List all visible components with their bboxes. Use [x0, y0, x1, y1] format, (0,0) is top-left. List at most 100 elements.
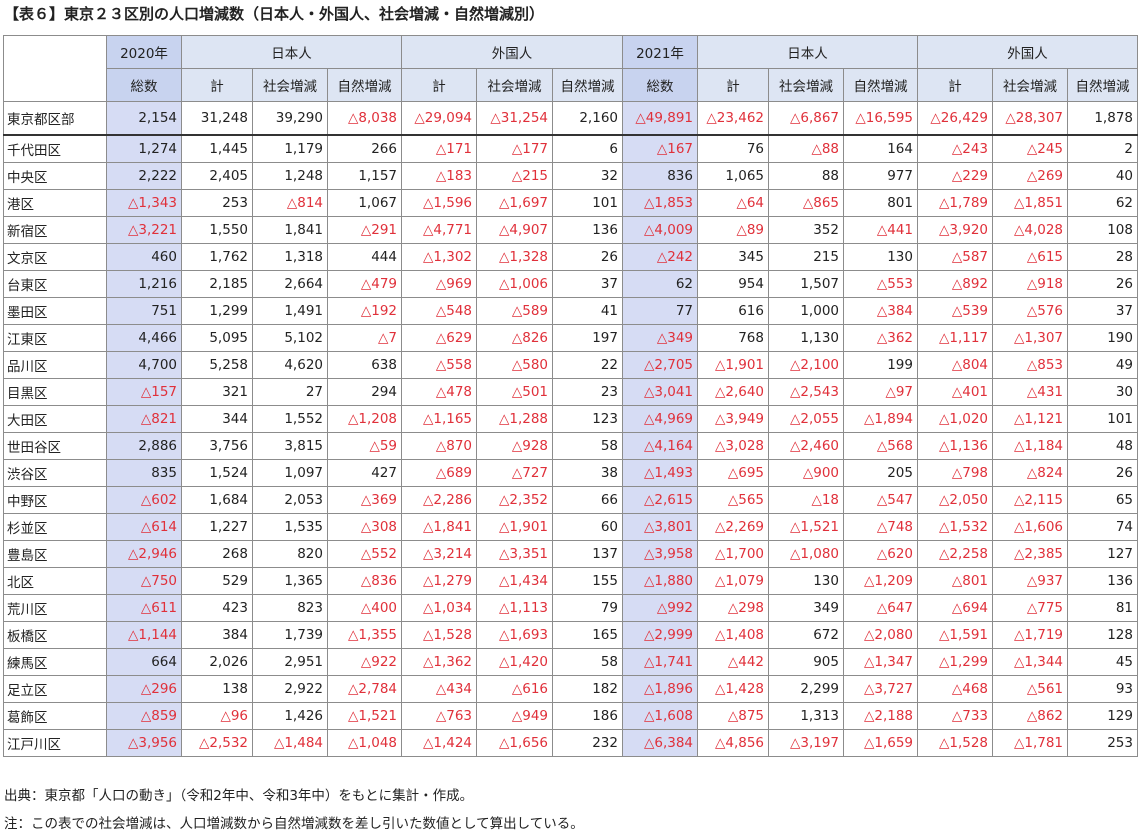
- footnotes: 出典：東京都「人口の動き」（令和2年中、令和3年中）をもとに集計・作成。 注：こ…: [4, 782, 584, 838]
- value-cell: △694: [917, 594, 993, 622]
- header-row-sub: 総数 計 社会増減 自然増減 計 社会増減 自然増減 総数 計 社会増減 自然増…: [4, 68, 1138, 102]
- value-cell: △64: [697, 189, 769, 217]
- value-cell: 349: [768, 594, 844, 622]
- year-2021-header: 2021年: [622, 35, 698, 69]
- value-cell: △1,608: [622, 702, 698, 730]
- value-cell: △4,771: [401, 216, 477, 244]
- value-cell: △558: [401, 351, 477, 379]
- value-cell: △3,920: [917, 216, 993, 244]
- value-cell: 199: [843, 351, 918, 379]
- value-cell: 344: [181, 405, 253, 433]
- value-cell: △814: [252, 189, 328, 217]
- population-change-table: 2020年 日本人 外国人 2021年 日本人 外国人 総数 計 社会増減 自然…: [3, 35, 1138, 757]
- jp-sum-2020-header: 計: [181, 68, 253, 102]
- value-cell: 820: [252, 540, 328, 568]
- value-cell: 823: [252, 594, 328, 622]
- value-cell: 2,886: [106, 432, 182, 460]
- value-cell: △1,700: [697, 540, 769, 568]
- value-cell: 268: [181, 540, 253, 568]
- value-cell: △1,006: [476, 270, 553, 298]
- value-cell: △88: [768, 134, 844, 163]
- value-cell: △1,851: [992, 189, 1068, 217]
- value-cell: 321: [181, 378, 253, 406]
- value-cell: △2,460: [768, 432, 844, 460]
- value-cell: △875: [697, 702, 769, 730]
- value-cell: 5,258: [181, 351, 253, 379]
- value-cell: 62: [1067, 189, 1138, 217]
- value-cell: △2,188: [843, 702, 918, 730]
- value-cell: 1,313: [768, 702, 844, 730]
- value-cell: △1,408: [697, 621, 769, 649]
- value-cell: △167: [622, 134, 698, 163]
- value-cell: △587: [917, 243, 993, 271]
- value-cell: △1,521: [327, 702, 402, 730]
- value-cell: △6,867: [768, 101, 844, 136]
- value-cell: 215: [768, 243, 844, 271]
- value-cell: 1,365: [252, 567, 328, 595]
- table-row: 江東区 4,466 5,095 5,102 △7 △629 △826 197 △349 768 1,…: [3, 324, 1138, 352]
- value-cell: △29,094: [401, 101, 477, 136]
- fr-sum-2020-header: 計: [401, 68, 477, 102]
- value-cell: 88: [768, 162, 844, 190]
- table-row: 文京区 460 1,762 1,318 444 △1,302 △1,328 26 △242 345…: [3, 243, 1138, 271]
- value-cell: 37: [1067, 297, 1138, 325]
- value-cell: △384: [843, 297, 918, 325]
- value-cell: △1,307: [992, 324, 1068, 352]
- value-cell: △2,352: [476, 486, 553, 514]
- value-cell: △1,880: [622, 567, 698, 595]
- value-cell: 427: [327, 459, 402, 487]
- value-cell: 1,426: [252, 702, 328, 730]
- ward-name-cell: 荒川区: [3, 594, 107, 622]
- value-cell: △441: [843, 216, 918, 244]
- value-cell: 1,552: [252, 405, 328, 433]
- value-cell: 39,290: [252, 101, 328, 136]
- value-cell: △1,901: [476, 513, 553, 541]
- value-cell: △349: [622, 324, 698, 352]
- value-cell: △2,115: [992, 486, 1068, 514]
- value-cell: △853: [992, 351, 1068, 379]
- value-cell: △589: [476, 297, 553, 325]
- value-cell: △97: [843, 378, 918, 406]
- value-cell: 1,065: [697, 162, 769, 190]
- value-cell: 751: [106, 297, 182, 325]
- value-cell: △1,113: [476, 594, 553, 622]
- value-cell: △1,144: [106, 621, 182, 649]
- value-cell: △18: [768, 486, 844, 514]
- value-cell: 2,160: [552, 101, 623, 136]
- value-cell: △1,428: [697, 675, 769, 703]
- value-cell: △553: [843, 270, 918, 298]
- jp-sum-2021-header: 計: [697, 68, 769, 102]
- table-body: 東京都区部 2,154 31,248 39,290 △8,038 △29,094 △31,2…: [3, 101, 1138, 757]
- ward-name-cell: 墨田区: [3, 297, 107, 325]
- value-cell: △1,079: [697, 567, 769, 595]
- value-cell: 836: [622, 162, 698, 190]
- value-cell: △296: [106, 675, 182, 703]
- value-cell: △922: [327, 648, 402, 676]
- japanese-2020-header: 日本人: [181, 35, 402, 69]
- ward-name-cell: 北区: [3, 567, 107, 595]
- value-cell: △96: [181, 702, 253, 730]
- ward-name-cell: 東京都区部: [3, 101, 107, 136]
- value-cell: 205: [843, 459, 918, 487]
- value-cell: △3,801: [622, 513, 698, 541]
- value-cell: △865: [768, 189, 844, 217]
- value-cell: 1,841: [252, 216, 328, 244]
- value-cell: △614: [106, 513, 182, 541]
- value-cell: 1,550: [181, 216, 253, 244]
- value-cell: △1,328: [476, 243, 553, 271]
- value-cell: △3,041: [622, 378, 698, 406]
- table-row: 荒川区 △611 423 823 △400 △1,034 △1,113 79 △992 △298 3…: [3, 594, 1138, 622]
- value-cell: △229: [917, 162, 993, 190]
- value-cell: △1,279: [401, 567, 477, 595]
- value-cell: △620: [843, 540, 918, 568]
- value-cell: △695: [697, 459, 769, 487]
- value-cell: △3,197: [768, 729, 844, 757]
- table-row: 台東区 1,216 2,185 2,664 △479 △969 △1,006 37 62 954 1…: [3, 270, 1138, 298]
- value-cell: △215: [476, 162, 553, 190]
- value-cell: 123: [552, 405, 623, 433]
- value-cell: 1,179: [252, 134, 328, 163]
- value-cell: 5,095: [181, 324, 253, 352]
- value-cell: 26: [1067, 270, 1138, 298]
- value-cell: △937: [992, 567, 1068, 595]
- value-cell: △2,532: [181, 729, 253, 757]
